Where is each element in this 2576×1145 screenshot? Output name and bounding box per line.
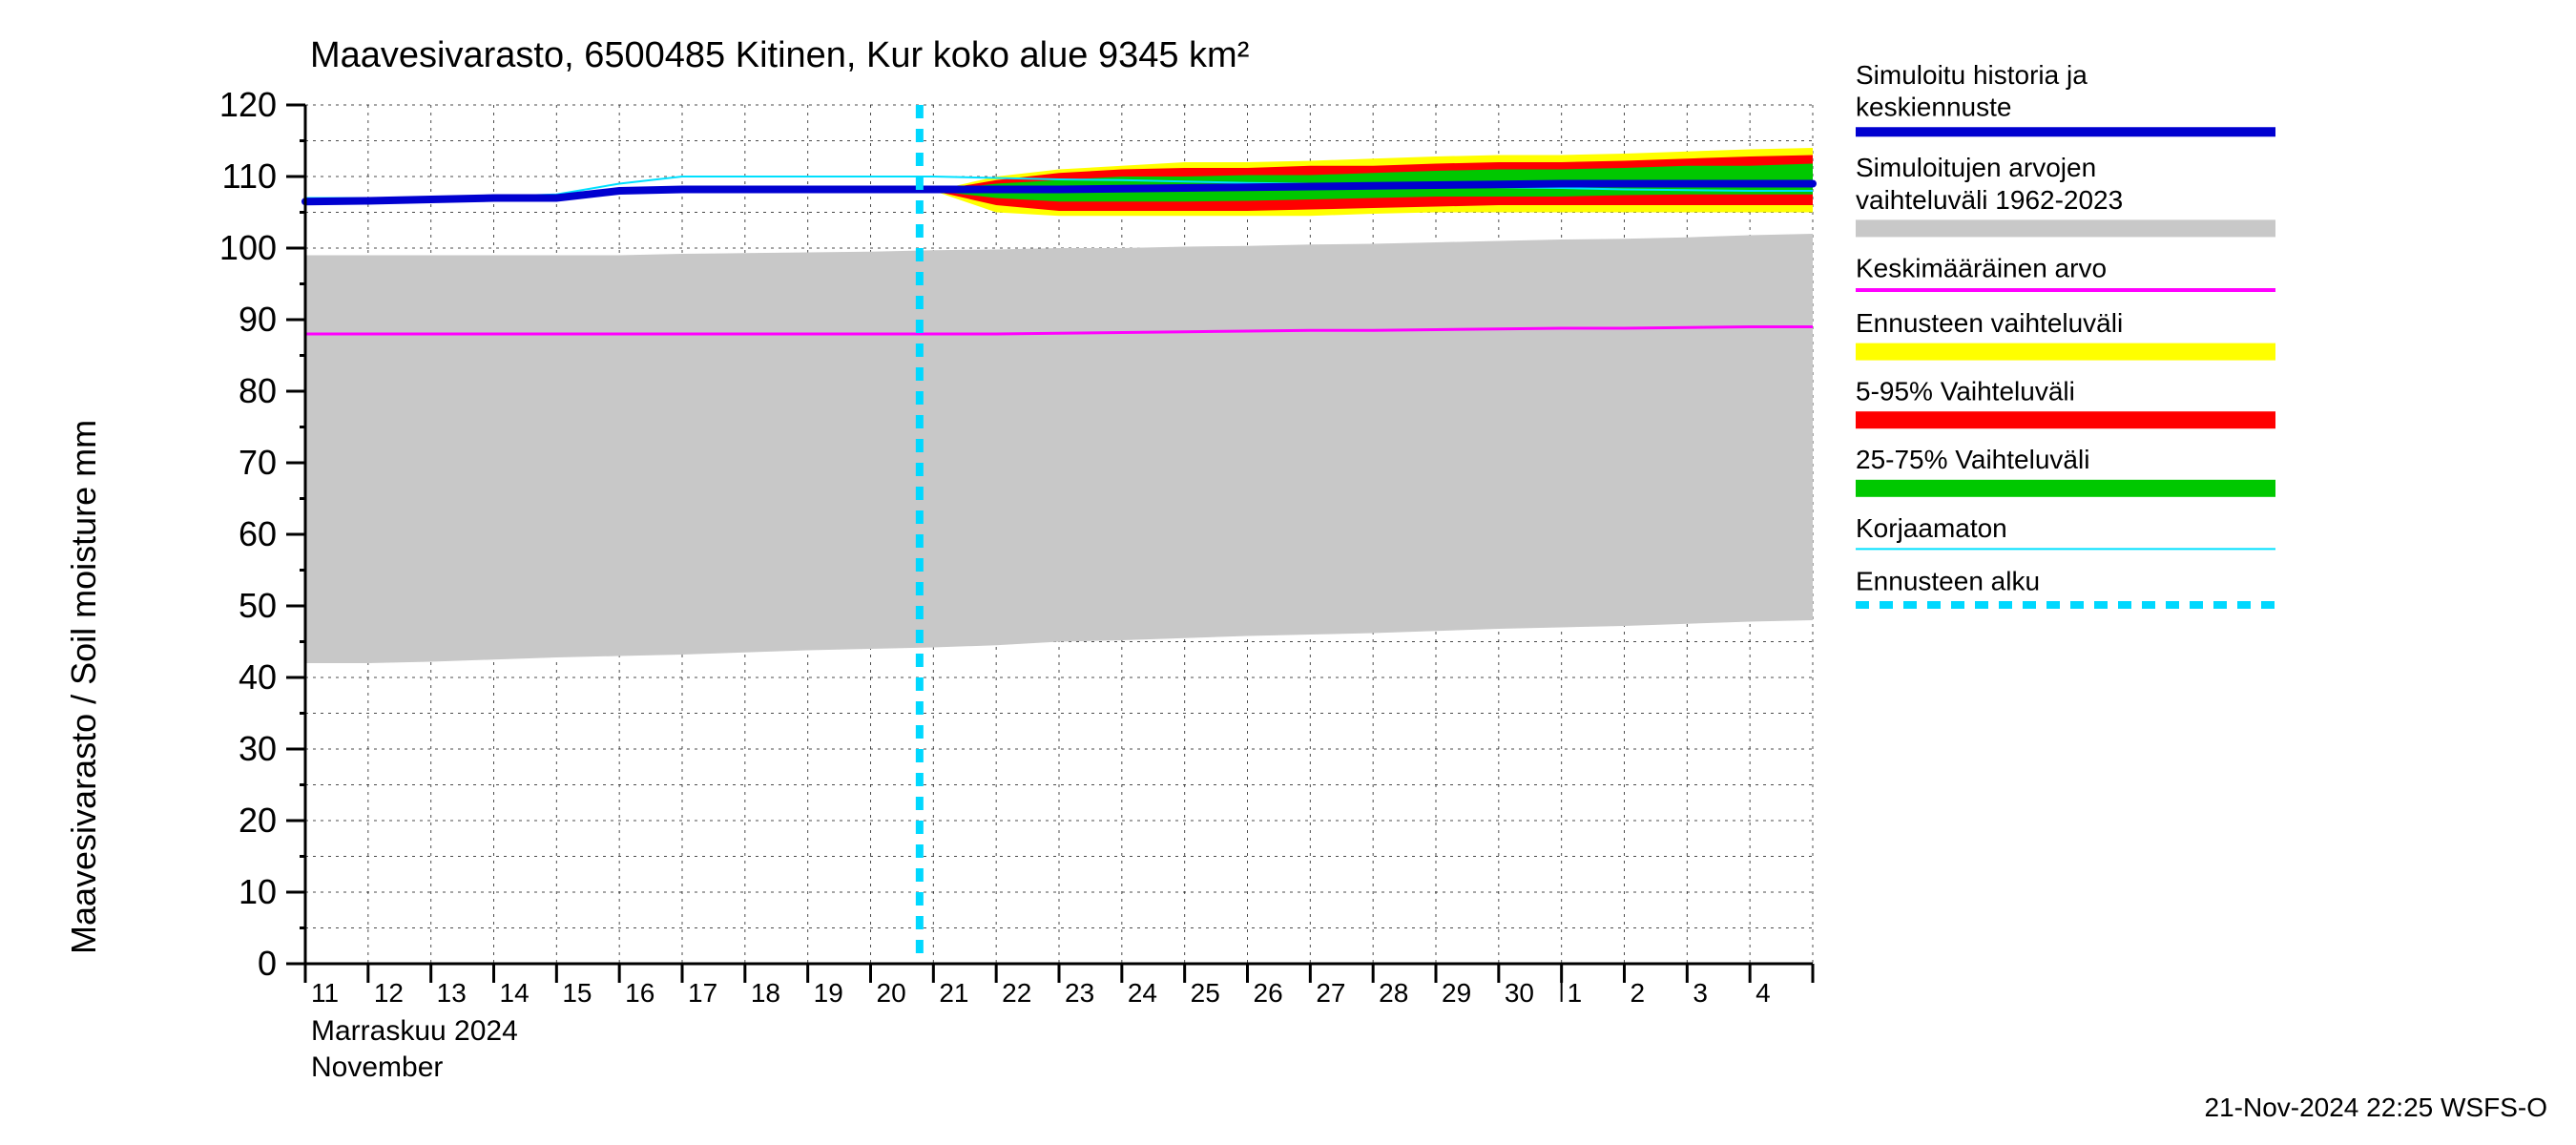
legend-label: Ennusteen vaihteluväli: [1856, 308, 2123, 338]
x-tick-label: 14: [500, 978, 530, 1008]
x-tick-label: 22: [1002, 978, 1031, 1008]
month-label-en: November: [311, 1051, 443, 1083]
x-tick-label: 21: [939, 978, 968, 1008]
x-tick-label: 12: [374, 978, 404, 1008]
x-tick-label: 20: [877, 978, 906, 1008]
x-tick-label: 26: [1254, 978, 1283, 1008]
legend-swatch: [1856, 344, 2275, 361]
y-tick-label: 60: [239, 514, 277, 553]
x-tick-label: 30: [1505, 978, 1534, 1008]
x-tick-label: 13: [437, 978, 467, 1008]
x-tick-label: 4: [1755, 978, 1771, 1008]
y-tick-label: 0: [258, 944, 277, 983]
footer-timestamp: 21-Nov-2024 22:25 WSFS-O: [2205, 1093, 2548, 1122]
legend-label: vaihteluväli 1962-2023: [1856, 185, 2123, 215]
legend-label: Korjaamaton: [1856, 513, 2007, 543]
x-tick-label: 27: [1316, 978, 1345, 1008]
legend-label: keskiennuste: [1856, 93, 2011, 122]
x-tick-label: 15: [562, 978, 592, 1008]
x-tick-label: 3: [1693, 978, 1708, 1008]
y-tick-label: 100: [219, 228, 277, 267]
x-tick-label: 2: [1631, 978, 1646, 1008]
x-tick-label: 11: [311, 978, 339, 1008]
legend-swatch: [1856, 219, 2275, 237]
y-tick-label: 30: [239, 729, 277, 768]
month-label-fi: Marraskuu 2024: [311, 1015, 518, 1047]
x-tick-label: 16: [625, 978, 654, 1008]
historical-range-band: [305, 234, 1813, 663]
y-tick-label: 20: [239, 801, 277, 840]
y-tick-label: 40: [239, 657, 277, 697]
x-tick-label: 28: [1379, 978, 1408, 1008]
y-tick-label: 120: [219, 85, 277, 124]
y-tick-label: 90: [239, 300, 277, 339]
chart-title: Maavesivarasto, 6500485 Kitinen, Kur kok…: [310, 35, 1249, 75]
y-tick-label: 70: [239, 443, 277, 482]
x-tick-label: 19: [814, 978, 843, 1008]
legend-label: Simuloitu historia ja: [1856, 60, 2088, 90]
legend-label: Ennusteen alku: [1856, 566, 2040, 595]
y-tick-label: 110: [222, 156, 277, 196]
x-tick-label: 24: [1128, 978, 1157, 1008]
y-axis-label: Maavesivarasto / Soil moisture mm: [64, 420, 103, 954]
legend-label: 25-75% Vaihteluväli: [1856, 445, 2089, 474]
soil-moisture-chart: 0102030405060708090100110120111213141516…: [0, 0, 2576, 1145]
legend-swatch: [1856, 480, 2275, 497]
y-tick-label: 10: [239, 872, 277, 911]
y-tick-label: 50: [239, 586, 277, 625]
x-tick-label: 17: [688, 978, 717, 1008]
x-tick-label: 29: [1442, 978, 1471, 1008]
x-tick-label: 1: [1568, 978, 1583, 1008]
legend-label: Simuloitujen arvojen: [1856, 153, 2096, 182]
x-tick-label: 23: [1065, 978, 1094, 1008]
x-tick-label: 25: [1191, 978, 1220, 1008]
legend-label: Keskimääräinen arvo: [1856, 253, 2107, 282]
y-tick-label: 80: [239, 371, 277, 410]
legend-swatch: [1856, 411, 2275, 428]
legend-label: 5-95% Vaihteluväli: [1856, 377, 2075, 406]
x-tick-label: 18: [751, 978, 780, 1008]
